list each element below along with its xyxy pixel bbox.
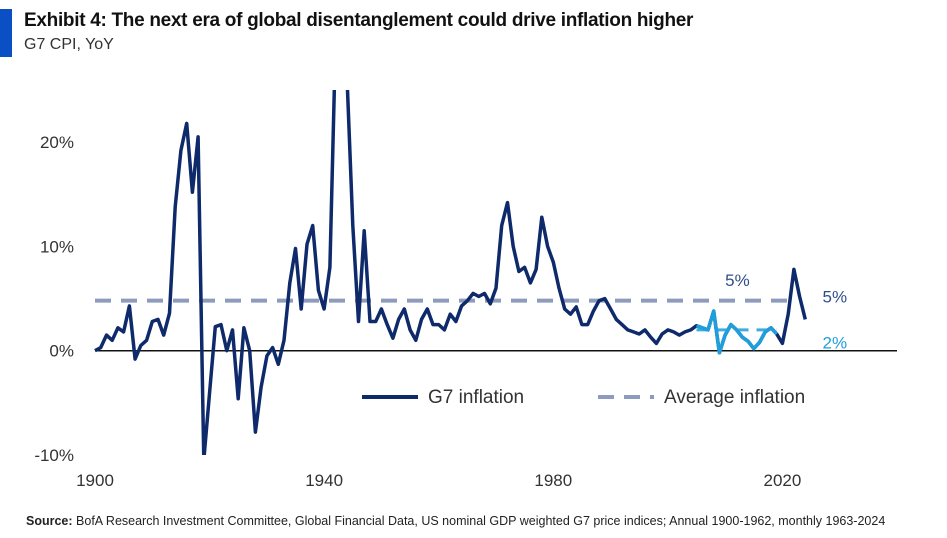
accent-bar <box>0 9 12 57</box>
source-label: Source: <box>26 514 73 528</box>
x-tick-label: 1940 <box>305 471 343 490</box>
source-note: Source: BofA Research Investment Committ… <box>26 514 885 528</box>
legend: G7 inflation Average inflation <box>362 387 805 408</box>
chart-subtitle: G7 CPI, YoY <box>24 36 114 53</box>
y-tick-labels: 20% 10% 0% -10% <box>34 133 74 465</box>
annotation-label: 5% <box>823 287 848 306</box>
series-layer <box>94 90 807 455</box>
y-tick-label: -10% <box>34 446 74 465</box>
x-tick-label: 2020 <box>764 471 802 490</box>
legend-label-g7-inflation: G7 inflation <box>428 387 524 408</box>
series-g7-inflation-recent <box>695 309 778 355</box>
plot-area <box>94 90 807 455</box>
x-tick-label: 1980 <box>534 471 572 490</box>
y-tick-label: 20% <box>40 133 74 152</box>
annotation-layer: 5% 5% 2% <box>725 271 847 353</box>
series-g7-inflation <box>94 90 807 455</box>
legend-label-average-inflation: Average inflation <box>664 387 805 408</box>
y-tick-label: 0% <box>49 342 74 361</box>
source-text: BofA Research Investment Committee, Glob… <box>76 514 886 528</box>
x-tick-labels: 1900 1940 1980 2020 <box>76 471 801 490</box>
annotation-label: 2% <box>823 333 848 352</box>
y-tick-label: 10% <box>40 237 74 256</box>
annotation-label: 5% <box>725 271 750 290</box>
x-tick-label: 1900 <box>76 471 114 490</box>
chart-title: Exhibit 4: The next era of global disent… <box>24 10 694 31</box>
chart-svg: 20% 10% 0% -10% 1900 1940 1980 2020 5% 5% 2% G7 … <box>34 90 897 490</box>
